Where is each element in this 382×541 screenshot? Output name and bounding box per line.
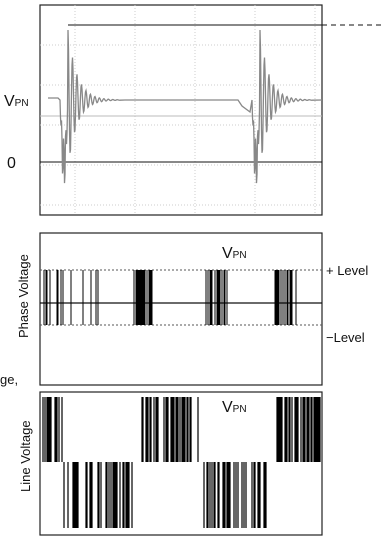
minus-level-label: −Level [326,330,365,345]
vpn-sub: PN [15,98,29,109]
scope-panel [40,5,322,215]
plus-level-label: + Level [326,263,368,278]
cut-text: ge, [0,372,18,387]
vpn-main: V [222,245,233,262]
vpn-main: V [4,93,15,110]
line-axis-label: Line Voltage [18,420,33,492]
phase-panel [40,233,322,385]
vpn-sub: PN [233,404,247,415]
vpn-sub: PN [233,250,247,261]
vpn-label: VPN [4,93,29,110]
vpn-main: V [222,399,233,416]
figure: VPN 0 Phase Voltage VPN + Level −Level g… [0,0,382,541]
zero-label: 0 [7,155,16,172]
phase-axis-label: Phase Voltage [16,254,31,338]
